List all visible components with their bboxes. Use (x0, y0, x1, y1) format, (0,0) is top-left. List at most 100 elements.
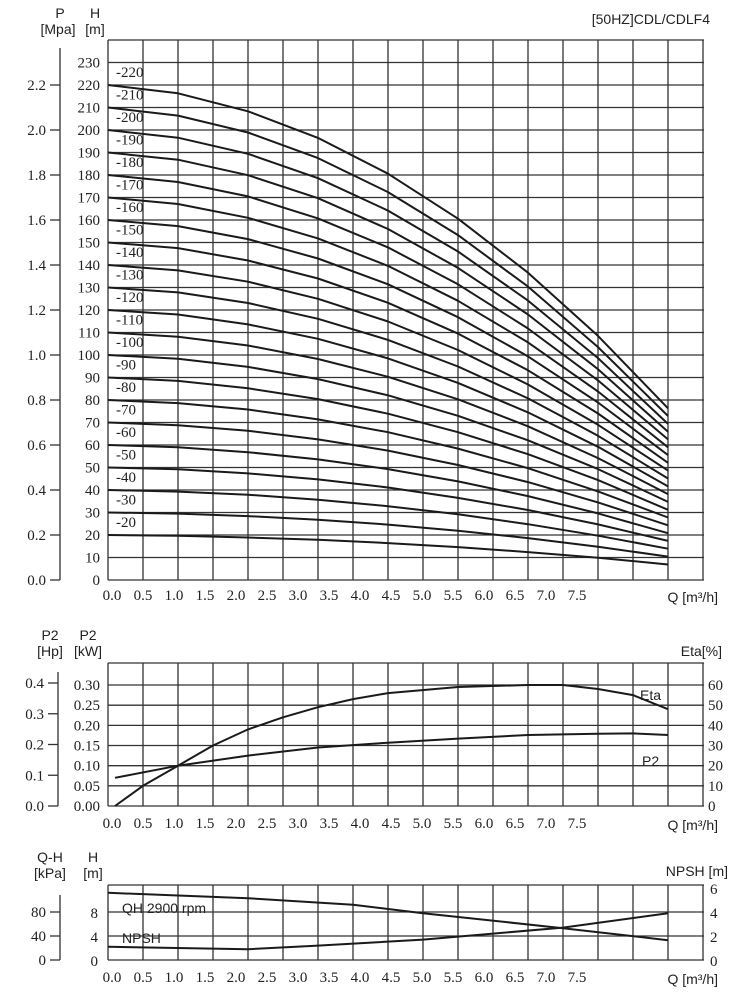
p-tick-label: 0.6 (27, 438, 46, 454)
x-tick-label: 2.5 (258, 970, 277, 986)
stage-curve (107, 489, 669, 550)
kw-tick-label: 0.20 (74, 718, 100, 734)
x-tick-label: 2.5 (258, 588, 277, 604)
stage-curve-label: -100 (116, 335, 144, 351)
p-axis-unit: [Mpa] (40, 21, 75, 37)
stage-curve (107, 309, 669, 488)
x-tick-label: 2.0 (227, 816, 246, 832)
x-tick-label: 1.5 (196, 588, 215, 604)
x-tick-label: 5.0 (413, 970, 432, 986)
stage-curve (107, 129, 669, 425)
h-tick-label: 230 (78, 56, 101, 72)
x-tick-label: 2.0 (227, 588, 246, 604)
stage-curve (107, 264, 669, 472)
h-tick-label: 60 (85, 438, 100, 454)
h-tick-label: 220 (78, 78, 101, 94)
stage-curve-label: -20 (116, 515, 136, 531)
stage-curve (107, 286, 669, 480)
p-tick-label: 0.0 (27, 573, 46, 589)
eta-curve-label: Eta (640, 687, 661, 703)
h-tick-label: 40 (85, 483, 100, 499)
h-tick-label: 20 (85, 528, 100, 544)
p2-curve-label: P2 (642, 753, 659, 769)
stage-curve-label: -110 (116, 313, 143, 329)
eta-tick-label: 20 (708, 759, 723, 775)
h-axis-unit: [m] (85, 21, 104, 37)
x-tick-label: 5.5 (444, 970, 463, 986)
x-tick-label: 5.5 (444, 588, 463, 604)
h-tick-label: 10 (85, 551, 100, 567)
stage-curve-label: -80 (116, 380, 136, 396)
h-tick-label: 140 (78, 258, 101, 274)
x-tick-label: 6.5 (506, 588, 525, 604)
stage-curve-label: -180 (116, 155, 144, 171)
h-tick-label: 90 (85, 371, 100, 387)
kw-tick-label: 0.10 (74, 759, 100, 775)
stage-curve-label: -200 (116, 110, 144, 126)
kpa-axis-unit: [kPa] (34, 865, 66, 881)
x-tick-label: 2.5 (258, 816, 277, 832)
h-tick-label: 190 (78, 146, 101, 162)
stage-curve-label: -150 (116, 223, 144, 239)
x-tick-label: 1.5 (196, 970, 215, 986)
stage-curve-label: -140 (116, 245, 144, 261)
x-tick-label: 7.5 (568, 588, 587, 604)
x-tick-label: 6.0 (475, 970, 494, 986)
p-tick-label: 2.2 (27, 78, 46, 94)
x-tick-label: 7.5 (568, 970, 587, 986)
kw-tick-label: 0.30 (74, 678, 100, 694)
h-tick-label: 100 (78, 348, 101, 364)
eta-curve (114, 684, 669, 807)
x-tick-label: 4.5 (382, 816, 401, 832)
eta-tick-label: 60 (708, 678, 723, 694)
x-tick-label: 4.0 (351, 588, 370, 604)
kpa-tick-label: 0 (39, 953, 47, 969)
npsh-tick-label: 0 (710, 954, 718, 970)
stage-curve (107, 106, 669, 417)
x-tick-label: 3.5 (320, 588, 339, 604)
stage-curve-label: -220 (116, 65, 144, 81)
x-tick-label: 7.0 (537, 970, 556, 986)
h-axis-symbol: H (90, 5, 100, 21)
h-axis-symbol: H (88, 849, 98, 865)
npsh-curve-label: NPSH (122, 930, 161, 946)
x-tick-label: 1.0 (165, 588, 184, 604)
p-tick-label: 1.8 (27, 168, 46, 184)
x-tick-label: 0.0 (103, 588, 122, 604)
p-tick-label: 0.4 (27, 483, 46, 499)
npsh-axis-label: NPSH [m] (666, 863, 728, 879)
stage-curve (107, 84, 669, 409)
p-tick-label: 1.0 (27, 348, 46, 364)
x-axis-label: Q [m³/h] (667, 817, 718, 833)
h-tick-label: 70 (85, 416, 100, 432)
stage-curve-label: -210 (116, 88, 144, 104)
eta-tick-label: 50 (708, 698, 723, 714)
h-tick-label: 0 (91, 954, 99, 970)
stage-curve-label: -50 (116, 448, 136, 464)
kpa-tick-label: 80 (31, 905, 46, 921)
hp-axis-symbol: P2 (41, 627, 58, 643)
stage-curve (107, 376, 669, 511)
x-tick-label: 1.0 (165, 970, 184, 986)
npsh-tick-label: 4 (710, 906, 718, 922)
h-tick-label: 80 (85, 393, 100, 409)
stage-curve (107, 534, 669, 566)
p-tick-label: 2.0 (27, 123, 46, 139)
x-tick-label: 4.0 (351, 970, 370, 986)
stage-curve (107, 444, 669, 535)
npsh-tick-label: 6 (710, 882, 718, 898)
h-tick-label: 210 (78, 101, 101, 117)
kw-tick-label: 0.05 (74, 779, 100, 795)
npsh-curve (107, 912, 669, 951)
stage-curve-label: -70 (116, 403, 136, 419)
kw-tick-label: 0.00 (74, 799, 100, 815)
x-tick-label: 7.0 (537, 588, 556, 604)
x-tick-label: 0.0 (103, 970, 122, 986)
x-tick-label: 3.0 (289, 970, 308, 986)
x-axis-label: Q [m³/h] (667, 589, 718, 605)
stage-curve (107, 354, 669, 503)
eta-tick-label: 10 (708, 779, 723, 795)
kw-axis-symbol: P2 (79, 627, 96, 643)
h-tick-label: 0 (93, 573, 101, 589)
x-tick-label: 1.0 (165, 816, 184, 832)
